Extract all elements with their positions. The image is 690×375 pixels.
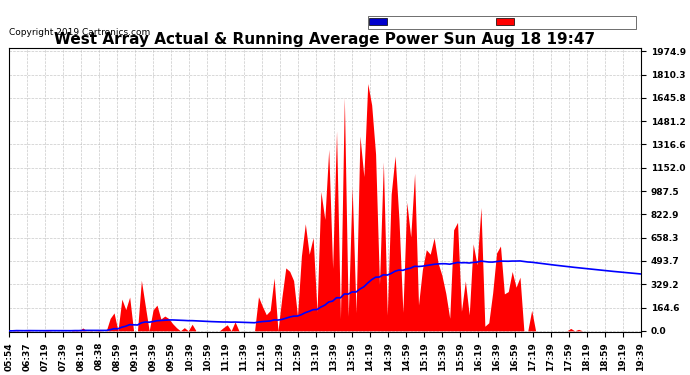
Title: West Array Actual & Running Average Power Sun Aug 18 19:47: West Array Actual & Running Average Powe… (55, 32, 595, 47)
Legend: Average  (DC Watts), West Array  (DC Watts): Average (DC Watts), West Array (DC Watts… (368, 16, 636, 28)
Text: Copyright 2019 Cartronics.com: Copyright 2019 Cartronics.com (9, 28, 150, 37)
